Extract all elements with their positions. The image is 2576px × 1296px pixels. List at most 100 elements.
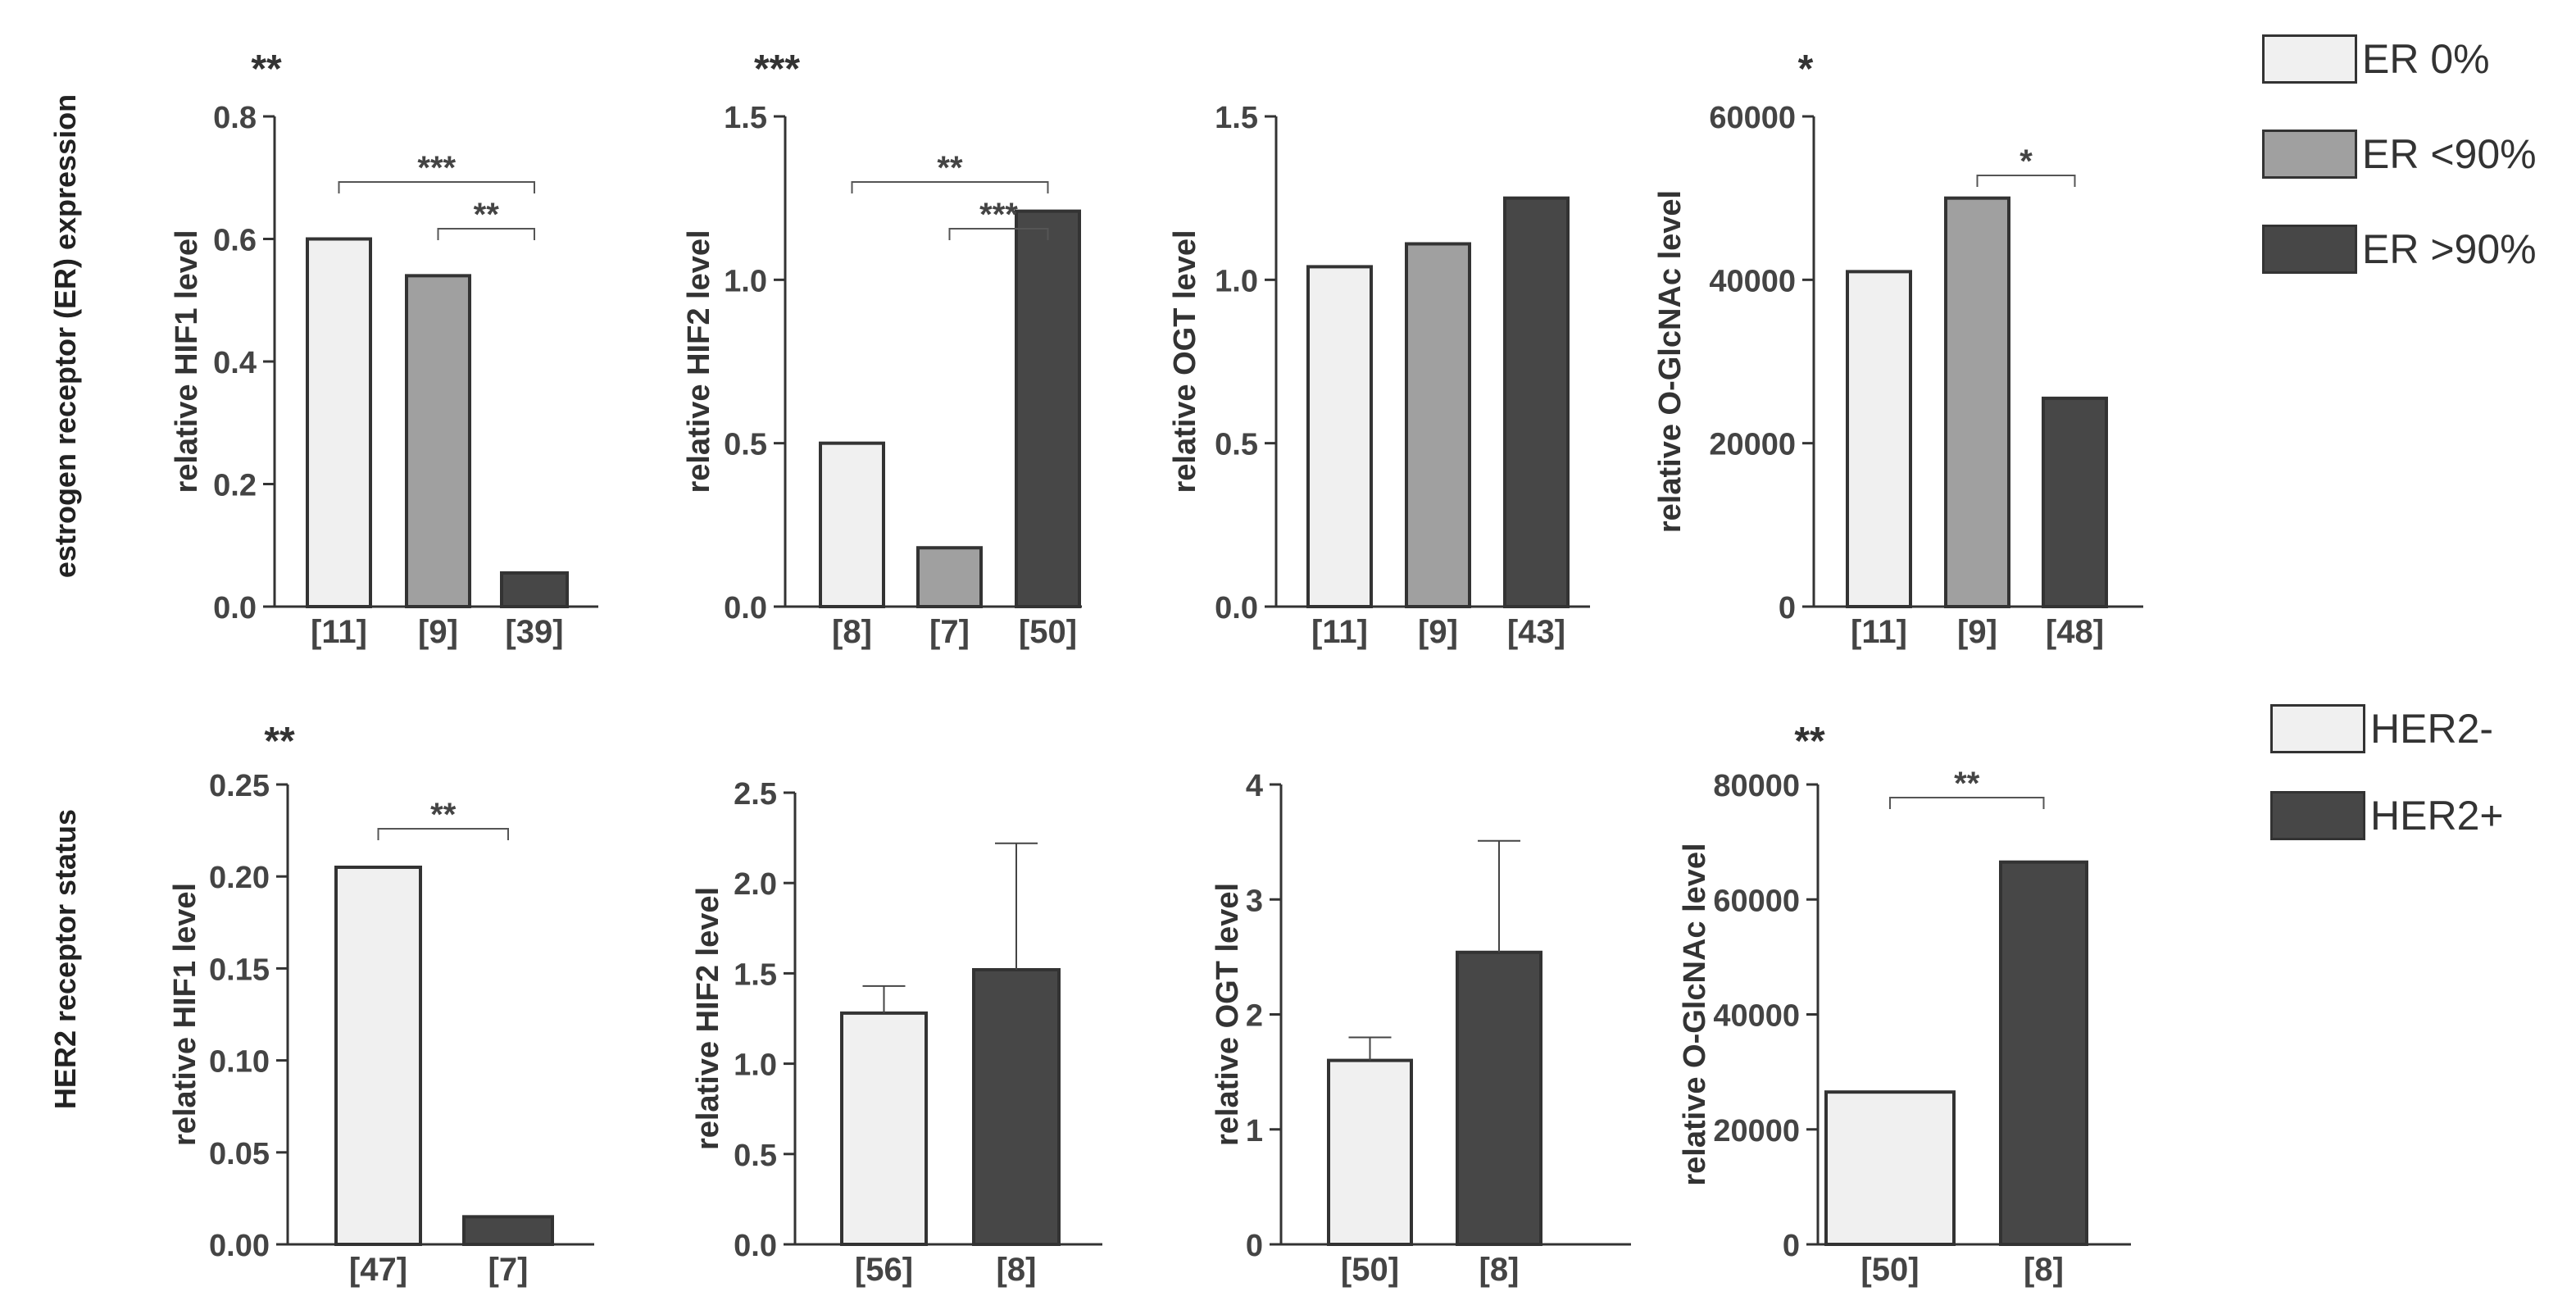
x-tick-label: [8]	[1479, 1252, 1520, 1288]
significance-bracket	[851, 181, 1049, 193]
y-tick-label: 1.5	[724, 101, 767, 135]
chart-panel: 0.0 0.2 0.4 0.6 0.8 relative HIF1 level ** [11]…	[170, 48, 598, 650]
y-tick-label: 0.0	[724, 591, 767, 625]
y-tick-label: 40000	[1709, 264, 1796, 298]
y-axis-label: relative HIF2 level	[682, 230, 716, 493]
y-axis-label: relative HIF2 level	[691, 887, 725, 1150]
significance-marker: ***	[754, 48, 800, 91]
bar	[1999, 860, 2088, 1246]
x-tick-label: [7]	[488, 1252, 529, 1288]
significance-bracket	[377, 828, 509, 840]
bar	[1327, 1058, 1413, 1246]
y-tick-label: 0.5	[734, 1139, 777, 1173]
x-tick-label: [8]	[2024, 1252, 2064, 1288]
y-tick-label: 0	[1783, 1229, 1800, 1263]
y-tick-label: 0.4	[213, 346, 257, 380]
legend-item: ER 0%	[2262, 11, 2537, 107]
y-tick-label: 0	[1246, 1229, 1263, 1263]
legend-label: ER <90%	[2362, 131, 2537, 177]
bar	[405, 274, 471, 608]
y-tick-label: 0.25	[209, 769, 270, 803]
legend-swatch	[2270, 704, 2365, 753]
bar	[1015, 209, 1081, 608]
y-tick-label: 40000	[1713, 999, 1800, 1034]
x-tick-label: [47]	[349, 1252, 407, 1288]
legend-label: ER 0%	[2362, 36, 2490, 82]
y-tick-label: 0.5	[1215, 428, 1258, 462]
legend-swatch	[2262, 130, 2357, 179]
significance-marker: *	[1798, 48, 1814, 91]
bracket-label: **	[1954, 766, 1980, 802]
significance-bracket	[338, 181, 535, 193]
significance-marker: **	[264, 720, 295, 763]
y-axis-label: relative OGT level	[1168, 230, 1202, 493]
chart-panel: 0 1 2 3 4 relative OGT level [50] [8]	[1211, 769, 1631, 1288]
y-axis-label: relative OGT level	[1211, 883, 1245, 1146]
x-tick-label: [56]	[855, 1252, 913, 1288]
legend-swatch	[2262, 34, 2357, 84]
y-tick-label: 0.0	[734, 1229, 777, 1263]
y-tick-label: 0.00	[209, 1229, 270, 1263]
x-tick-label: [50]	[1019, 614, 1077, 650]
bar	[1846, 270, 1912, 608]
y-tick-label: 0.2	[213, 469, 257, 503]
y-tick-label: 1.0	[724, 264, 767, 298]
y-tick-label: 3	[1246, 884, 1263, 918]
y-tick-label: 80000	[1713, 769, 1800, 803]
x-tick-label: [50]	[1341, 1252, 1399, 1288]
y-tick-label: 20000	[1713, 1114, 1800, 1148]
bracket-label: **	[937, 150, 963, 186]
bar	[1503, 196, 1570, 609]
y-tick-label: 2.5	[734, 777, 777, 812]
bar	[972, 967, 1061, 1246]
y-tick-label: 0.8	[213, 101, 257, 135]
bar	[500, 571, 569, 609]
x-tick-label: [50]	[1860, 1252, 1919, 1288]
legend-swatch	[2262, 225, 2357, 274]
y-axis-label: relative HIF1 level	[168, 883, 202, 1146]
bar	[306, 237, 372, 608]
significance-bracket	[1889, 797, 2045, 809]
x-tick-label: [7]	[929, 614, 970, 650]
y-tick-label: 1.5	[1215, 101, 1258, 135]
y-tick-label: 1	[1246, 1114, 1263, 1148]
y-tick-label: 0.5	[724, 428, 767, 462]
legend-er: ER 0% ER <90% ER >90%	[2262, 11, 2537, 297]
x-tick-label: [11]	[1311, 614, 1368, 650]
significance-marker: **	[1794, 720, 1825, 763]
y-tick-label: 60000	[1713, 884, 1800, 918]
bracket-label: **	[430, 797, 457, 833]
x-tick-label: [8]	[832, 614, 872, 650]
chart-panel: 0.0 0.5 1.0 1.5 relative OGT level [11] [9] [43…	[1168, 101, 1590, 650]
y-tick-label: 0.0	[213, 591, 257, 625]
chart-panel: 0 20000 40000 60000 relative O-GlcNAc level *…	[1653, 48, 2143, 650]
y-axis-label: relative HIF1 level	[170, 230, 204, 493]
y-tick-label: 2.0	[734, 867, 777, 902]
y-tick-label: 0.05	[209, 1137, 270, 1171]
legend-item: ER >90%	[2262, 202, 2537, 297]
bar	[1824, 1090, 1956, 1246]
bar	[1456, 950, 1542, 1246]
y-tick-label: 1.0	[1215, 264, 1258, 298]
y-axis-label: relative O-GlcNAc level	[1678, 843, 1712, 1185]
y-axis-label: relative O-GlcNAc level	[1653, 190, 1688, 533]
chart-panel: 0.0 0.5 1.0 1.5 relative HIF2 level *** [8] [7]…	[682, 48, 1082, 650]
x-tick-label: [11]	[311, 614, 367, 650]
x-tick-label: [8]	[997, 1252, 1037, 1288]
legend-label: ER >90%	[2362, 226, 2537, 272]
bar	[819, 441, 885, 609]
bracket-label: ***	[979, 197, 1018, 233]
legend-item: HER2-	[2270, 685, 2504, 772]
bar	[462, 1215, 554, 1246]
y-tick-label: 20000	[1709, 428, 1796, 462]
x-tick-label: [9]	[1418, 614, 1458, 650]
chart-panel: 0 20000 40000 60000 80000 relative O-GlcNAc l…	[1678, 720, 2131, 1288]
y-tick-label: 1.0	[734, 1048, 777, 1083]
legend-item: HER2+	[2270, 772, 2504, 859]
x-tick-label: [11]	[1851, 614, 1907, 650]
y-tick-label: 1.5	[734, 957, 777, 992]
legend-swatch	[2270, 791, 2365, 840]
legend-label: HER2-	[2370, 706, 2494, 752]
y-tick-label: 0.20	[209, 861, 270, 895]
bar	[840, 1011, 928, 1246]
